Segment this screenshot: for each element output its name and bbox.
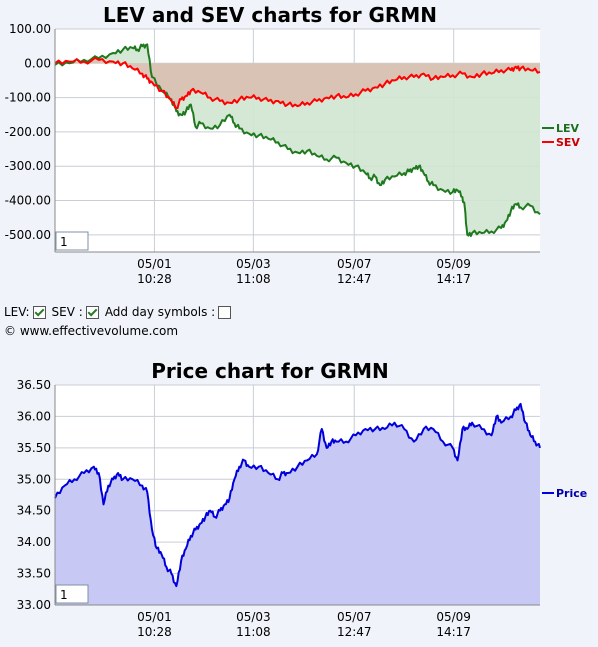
lev-chart-y-tick-label: -500.00 — [5, 228, 51, 242]
price-chart-y-tick-label: 36.50 — [17, 378, 51, 392]
price-chart-x-tick-date: 05/07 — [337, 610, 372, 624]
day-symbols-checkbox[interactable] — [218, 305, 232, 319]
lev-chart-x-tick-time: 12:47 — [337, 272, 372, 286]
price-chart-x-tick-time: 12:47 — [337, 625, 372, 639]
price-chart-x-tick-date: 05/01 — [137, 610, 172, 624]
copyright-text: © www.effectivevolume.com — [4, 324, 179, 338]
price-chart-y-tick-label: 33.50 — [17, 567, 51, 581]
lev-chart-zoom-box[interactable]: 1 — [55, 231, 89, 251]
price-chart-svg: Price chart for GRMN 36.50 36.00 35.50 35.00… — [17, 359, 588, 639]
price-chart-title: Price chart for GRMN — [151, 359, 388, 383]
price-chart-y-tick-label: 34.00 — [17, 535, 51, 549]
price-chart-x-tick-date: 05/03 — [236, 610, 271, 624]
lev-chart-y-tick-label: 0.00 — [24, 56, 51, 70]
sev-checkbox[interactable] — [85, 305, 99, 319]
lev-chart-sev-area — [55, 59, 540, 108]
lev-chart-x-tick-time: 11:08 — [236, 272, 271, 286]
price-chart-legend-price: Price — [556, 487, 587, 500]
lev-chart-legend-lev: LEV — [556, 122, 580, 135]
price-chart-zoom-value: 1 — [60, 588, 68, 602]
day-symbols-label: Add day symbols : — [104, 305, 216, 319]
price-chart-x-tick-date: 05/09 — [436, 610, 471, 624]
lev-chart-x-tick-time: 14:17 — [436, 272, 471, 286]
lev-sev-chart-svg: LEV and SEV charts for GRMN 100.00 0.00 -10… — [5, 3, 581, 286]
lev-chart-x-tick-date: 05/01 — [137, 257, 172, 271]
price-chart-price-line — [54, 402, 541, 588]
price-chart-x-tick-time: 14:17 — [436, 625, 471, 639]
price-chart-y-tick-label: 33.00 — [17, 598, 51, 612]
lev-checkbox[interactable] — [32, 305, 46, 319]
lev-chart-y-tick-label: -100.00 — [5, 91, 51, 105]
lev-chart-y-tick-label: -400.00 — [5, 194, 51, 208]
lev-chart-title: LEV and SEV charts for GRMN — [103, 3, 437, 27]
chart-controls: LEV: SEV : Add day symbols : — [4, 305, 234, 319]
lev-chart-x-tick-date: 05/07 — [337, 257, 372, 271]
lev-toggle-label: LEV: — [4, 305, 30, 319]
lev-sev-chart: LEV and SEV charts for GRMN 100.00 0.00 -10… — [0, 0, 598, 300]
lev-chart-y-tick-label: 100.00 — [9, 22, 51, 36]
lev-chart-sev-line — [54, 56, 541, 110]
lev-chart-y-tick-label: -200.00 — [5, 125, 51, 139]
lev-chart-legend-sev: SEV — [556, 136, 580, 149]
lev-chart-x-tick-time: 10:28 — [137, 272, 172, 286]
price-chart-y-tick-label: 35.00 — [17, 472, 51, 486]
price-chart-y-tick-label: 35.50 — [17, 441, 51, 455]
lev-chart-x-tick-date: 05/03 — [236, 257, 271, 271]
lev-chart-zoom-value: 1 — [60, 235, 68, 249]
lev-chart-y-tick-label: -300.00 — [5, 159, 51, 173]
price-chart-y-tick-label: 36.00 — [17, 409, 51, 423]
price-chart-x-tick-time: 10:28 — [137, 625, 172, 639]
lev-chart-x-tick-date: 05/09 — [436, 257, 471, 271]
lev-chart-lev-line — [54, 43, 541, 237]
price-chart-zoom-box[interactable]: 1 — [55, 584, 89, 604]
price-chart-x-tick-time: 11:08 — [236, 625, 271, 639]
price-chart-price-area — [55, 403, 540, 605]
price-chart: Price chart for GRMN 36.50 36.00 35.50 35.00… — [0, 355, 598, 647]
sev-toggle-label: SEV : — [51, 305, 83, 319]
price-chart-y-tick-label: 34.50 — [17, 504, 51, 518]
